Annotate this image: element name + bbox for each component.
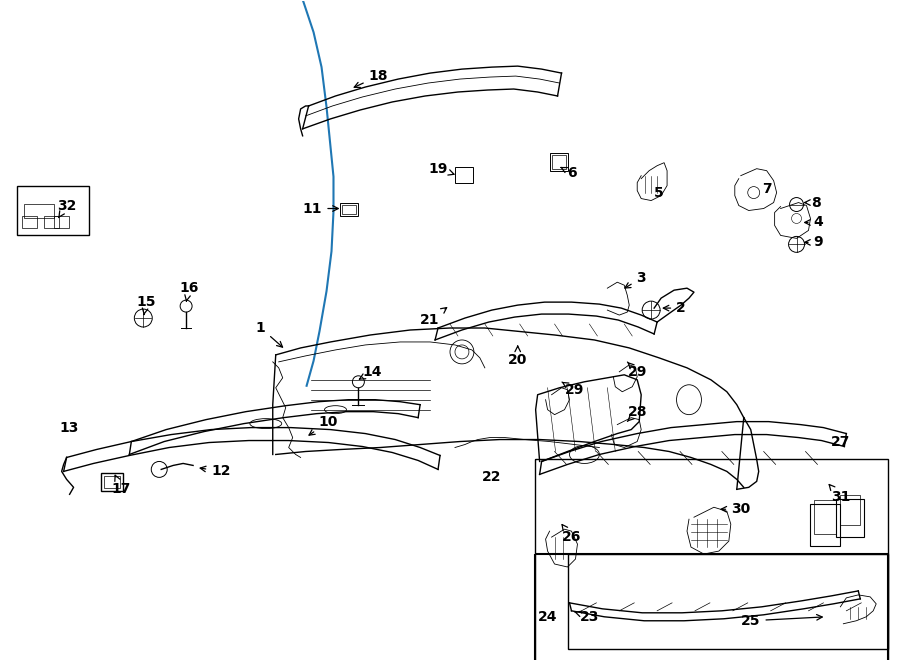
Bar	[552, 155, 565, 169]
Bar	[841, 495, 860, 525]
Bar	[104, 477, 121, 488]
Bar	[550, 153, 568, 171]
Bar	[22, 217, 37, 229]
Text: 29: 29	[627, 362, 647, 379]
Text: 29: 29	[562, 382, 584, 397]
Text: 11: 11	[302, 202, 338, 215]
Bar	[535, 459, 888, 661]
Bar	[568, 554, 888, 648]
Text: 5: 5	[654, 186, 664, 200]
Text: 10: 10	[309, 414, 338, 435]
Bar	[836, 499, 864, 537]
Bar	[54, 217, 68, 229]
Text: 18: 18	[355, 69, 388, 87]
Bar	[340, 202, 358, 217]
Text: 19: 19	[428, 162, 454, 176]
Text: 1: 1	[256, 321, 283, 347]
Text: 32: 32	[57, 198, 76, 217]
Bar	[23, 204, 54, 219]
Text: 25: 25	[741, 614, 823, 628]
Text: 26: 26	[562, 524, 581, 544]
Bar	[814, 500, 836, 534]
Text: 28: 28	[627, 405, 647, 422]
Text: 17: 17	[112, 475, 131, 496]
Text: 14: 14	[359, 365, 382, 379]
Bar	[535, 554, 888, 661]
Text: 22: 22	[482, 471, 501, 485]
Text: 20: 20	[508, 346, 527, 367]
Bar	[17, 186, 88, 235]
Text: 30: 30	[721, 502, 751, 516]
Bar	[343, 204, 356, 214]
Text: 27: 27	[831, 434, 850, 449]
Text: 7: 7	[762, 182, 771, 196]
Text: 16: 16	[179, 281, 199, 301]
Text: 31: 31	[829, 485, 850, 504]
Text: 9: 9	[805, 235, 824, 249]
Text: 8: 8	[805, 196, 822, 210]
Text: 23: 23	[574, 610, 599, 624]
Text: 24: 24	[538, 610, 557, 624]
Text: 3: 3	[625, 271, 646, 288]
Text: 12: 12	[200, 465, 230, 479]
Text: 6: 6	[561, 166, 576, 180]
Text: 15: 15	[137, 295, 156, 315]
Text: 2: 2	[663, 301, 686, 315]
Bar	[811, 504, 841, 546]
Text: 21: 21	[420, 307, 446, 327]
Bar	[102, 473, 123, 491]
Bar	[44, 217, 58, 229]
Bar	[455, 167, 472, 182]
Text: 4: 4	[805, 215, 824, 229]
Text: 13: 13	[60, 420, 79, 434]
